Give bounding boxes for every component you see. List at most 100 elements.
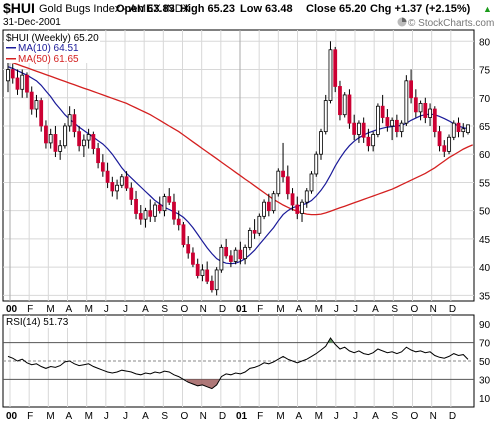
candle-down: [181, 224, 186, 245]
candle-down: [290, 193, 295, 206]
candle-up: [20, 74, 25, 90]
candle-down: [39, 100, 44, 127]
candle-down: [456, 122, 461, 133]
candle-up: [115, 184, 119, 192]
price-y-axis: 35 40 45 50 55 60 65 70 75 80: [479, 37, 491, 302]
close-value: Close 65.20: [306, 3, 367, 15]
candle-up: [314, 153, 319, 175]
candle-up: [34, 100, 39, 110]
rsi-panel: 10 30 50 70 90 RSI(14) 51.73: [2, 314, 491, 408]
candle-up: [461, 128, 466, 133]
x-tick-label: A: [296, 411, 303, 422]
candle-up: [63, 125, 67, 147]
candle-down: [172, 201, 176, 220]
x-tick-label: N: [430, 411, 437, 422]
rsi-gridlines: [3, 315, 474, 407]
candle-down: [352, 122, 357, 135]
x-tick-label: M: [276, 304, 284, 315]
legend-ma10: MA(10) 64.51: [18, 43, 79, 54]
candle-up: [86, 134, 91, 141]
candle-down: [385, 117, 390, 127]
candle-up: [428, 108, 432, 118]
candle-up: [357, 122, 361, 135]
candle-up: [58, 145, 63, 152]
x-tick-label: A: [296, 304, 303, 315]
candle-down: [53, 134, 58, 152]
candle-up: [319, 131, 323, 155]
candle-down: [167, 196, 172, 203]
candle-down: [228, 255, 233, 262]
candle-down: [252, 230, 257, 234]
candle-down: [44, 125, 48, 144]
candle-down: [432, 108, 437, 133]
x-tick-label: A: [142, 304, 149, 315]
candle-down: [186, 244, 191, 254]
candle-up: [328, 49, 333, 101]
ma50-layer: [7, 60, 473, 216]
x-tick-label: A: [372, 411, 379, 422]
x-tick-label: M: [315, 304, 323, 315]
candle-down: [266, 201, 271, 212]
candle-down: [110, 182, 115, 192]
x-tick-label: F: [27, 304, 33, 315]
candle-down: [138, 213, 143, 220]
x-tick-label: 00: [6, 304, 18, 315]
candle-up: [162, 196, 167, 212]
candle-up: [200, 269, 205, 276]
price-tick-label: 35: [479, 291, 491, 302]
x-tick-label: N: [200, 411, 207, 422]
candle-down: [338, 86, 342, 116]
x-tick-label: A: [66, 411, 73, 422]
candle-down: [77, 131, 82, 147]
candle-down: [205, 269, 210, 282]
x-tick-label: J: [334, 411, 339, 422]
candle-up: [451, 122, 456, 138]
x-tick-label: S: [161, 304, 168, 315]
candle-up: [404, 80, 409, 124]
x-tick-label: F: [257, 304, 263, 315]
x-tick-label: O: [411, 304, 419, 315]
candle-up: [243, 246, 248, 260]
price-tick-label: 60: [479, 150, 491, 161]
price-tick-label: 70: [479, 94, 491, 105]
candle-up: [262, 201, 266, 217]
ma10-layer: [7, 66, 469, 265]
x-tick-label: M: [315, 411, 323, 422]
price-tick-label: 65: [479, 122, 491, 133]
rsi-tick-label: 30: [479, 375, 491, 386]
candle-up: [466, 124, 470, 133]
legend-ma50: MA(50) 61.65: [18, 54, 79, 65]
x-tick-label: M: [85, 304, 93, 315]
rsi-tick-label: 50: [479, 357, 491, 368]
up-arrow-icon: ▲: [483, 4, 492, 14]
open-value: Open 63.83: [116, 3, 175, 15]
candle-up: [214, 269, 219, 291]
rsi-oversold-fill: [185, 379, 220, 389]
candle-down: [347, 94, 352, 124]
candle-down: [129, 187, 134, 200]
rsi-label: RSI(14) 51.73: [6, 317, 69, 328]
candle-up: [375, 105, 380, 135]
candle-down: [148, 210, 153, 217]
candle-down: [285, 176, 290, 195]
x-tick-label: 00: [6, 411, 18, 422]
candle-up: [6, 69, 10, 82]
rsi-label-box: [4, 316, 68, 328]
rsi-tick-label: 10: [479, 394, 491, 405]
candle-down: [295, 204, 300, 214]
x-tick-label: J: [104, 304, 109, 315]
candle-down: [366, 136, 371, 147]
price-tick-label: 45: [479, 235, 491, 246]
x-tick-label: J: [353, 411, 358, 422]
ma10-line: [7, 66, 469, 265]
high-value: High 65.23: [180, 3, 235, 15]
candle-down: [210, 280, 214, 291]
price-x-axis: 00 F M A M J J A S O N D 01 F M A M J J A S O N D: [6, 304, 456, 315]
candle-up: [323, 100, 328, 133]
candle-down: [437, 131, 442, 147]
legend-ma50-swatch: [6, 58, 16, 60]
x-tick-label: N: [200, 304, 207, 315]
chart-header: $HUI Gold Bugs Index - AMEX INDX Open 63…: [3, 0, 494, 29]
x-tick-label: S: [391, 411, 398, 422]
candle-down: [176, 218, 181, 226]
